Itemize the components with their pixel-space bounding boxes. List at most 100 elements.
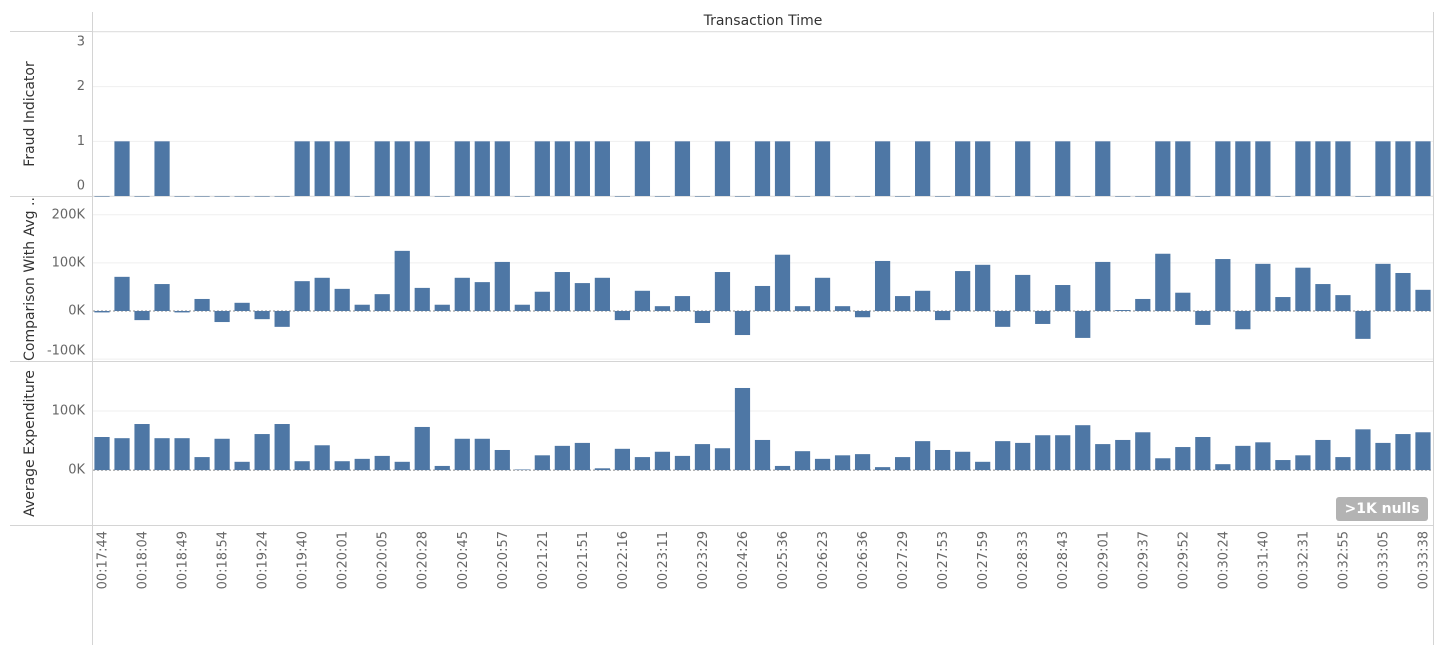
bar	[754, 141, 771, 196]
bar	[654, 196, 671, 197]
bar	[794, 196, 811, 197]
y-tick-label: 0K	[68, 303, 85, 318]
x-tick-label: 00:21:21	[536, 531, 551, 589]
bar	[1195, 310, 1211, 325]
bar	[834, 306, 851, 311]
bar	[434, 304, 450, 311]
bar	[794, 451, 811, 471]
bar	[414, 141, 430, 196]
y-tick-label: 100K	[52, 404, 86, 419]
bar	[1155, 253, 1171, 311]
bar	[894, 457, 911, 471]
bar	[614, 310, 631, 321]
bar	[654, 451, 671, 471]
bar	[1215, 464, 1231, 471]
bar	[834, 196, 851, 197]
bar	[1375, 442, 1391, 471]
bar	[174, 310, 190, 313]
bar	[1255, 263, 1271, 311]
bar	[1075, 196, 1091, 197]
bar	[574, 442, 590, 471]
bar	[955, 141, 971, 196]
bar	[975, 461, 991, 471]
bar	[1095, 261, 1111, 311]
bar	[454, 438, 470, 471]
bar	[1135, 196, 1151, 197]
bar	[1075, 425, 1091, 471]
bar	[494, 141, 510, 196]
bar	[694, 196, 711, 197]
bar	[1155, 458, 1171, 471]
bar	[854, 310, 871, 318]
x-tick-label: 00:28:33	[1016, 531, 1031, 589]
bar	[1415, 141, 1431, 196]
x-tick-label: 00:32:31	[1296, 531, 1311, 589]
bar	[814, 458, 831, 471]
bar	[214, 196, 230, 197]
bar	[714, 448, 731, 471]
y-axis-title: Average Expenditure	[22, 370, 38, 517]
bar	[634, 290, 651, 311]
x-tick-label: 00:27:29	[896, 531, 911, 589]
bar	[474, 438, 490, 471]
bar	[955, 451, 971, 471]
bar	[834, 455, 851, 471]
bar	[1055, 285, 1071, 311]
bar	[594, 141, 610, 196]
bar	[434, 196, 450, 197]
bar	[674, 455, 691, 471]
bar	[374, 141, 390, 196]
bar	[1415, 289, 1431, 311]
bar	[1315, 439, 1331, 471]
bar	[334, 461, 350, 471]
bar	[214, 438, 230, 471]
y-tick-label: 100K	[52, 255, 86, 270]
bar	[394, 141, 410, 196]
bar	[714, 141, 731, 196]
x-tick-label: 00:23:29	[696, 531, 711, 589]
bar	[1275, 460, 1291, 471]
x-tick-label: 00:26:36	[856, 531, 871, 589]
bar	[154, 284, 170, 311]
bar	[254, 196, 270, 197]
y-axis-title: Comparison With Avg ..	[22, 197, 38, 361]
y-tick-label: 3	[77, 35, 85, 50]
y-tick-label: -100K	[47, 344, 86, 359]
y-axis-title: Fraud Indicator	[22, 61, 38, 167]
bar	[534, 455, 550, 471]
bar	[454, 141, 470, 196]
bar	[1295, 455, 1311, 471]
bar	[614, 448, 631, 471]
bar	[1215, 141, 1231, 196]
x-tick-label: 00:24:26	[736, 531, 751, 589]
bar	[694, 310, 711, 324]
x-tick-label: 00:29:37	[1136, 531, 1151, 589]
bar	[854, 454, 871, 471]
bar	[1395, 272, 1411, 311]
x-tick-label: 00:33:05	[1376, 531, 1391, 589]
bar	[294, 141, 310, 196]
bar	[274, 310, 290, 327]
x-tick-label: 00:25:36	[776, 531, 791, 589]
bar	[774, 465, 791, 471]
bar	[214, 310, 230, 323]
bar	[94, 310, 110, 313]
bar	[434, 465, 450, 471]
bar	[995, 441, 1011, 471]
bar	[1055, 435, 1071, 471]
bar	[1235, 141, 1251, 196]
bar	[1015, 141, 1031, 196]
bar	[534, 141, 550, 196]
bar	[354, 304, 370, 311]
bar	[794, 306, 811, 311]
bar	[854, 196, 871, 197]
bar	[774, 254, 791, 311]
bar	[975, 264, 991, 311]
bar	[654, 306, 671, 311]
bar	[1115, 439, 1131, 471]
x-tick-label: 00:20:45	[456, 531, 471, 589]
bar	[394, 250, 410, 311]
bar	[594, 277, 610, 311]
bar	[194, 457, 210, 471]
nulls-badge: >1K nulls	[1336, 497, 1428, 521]
